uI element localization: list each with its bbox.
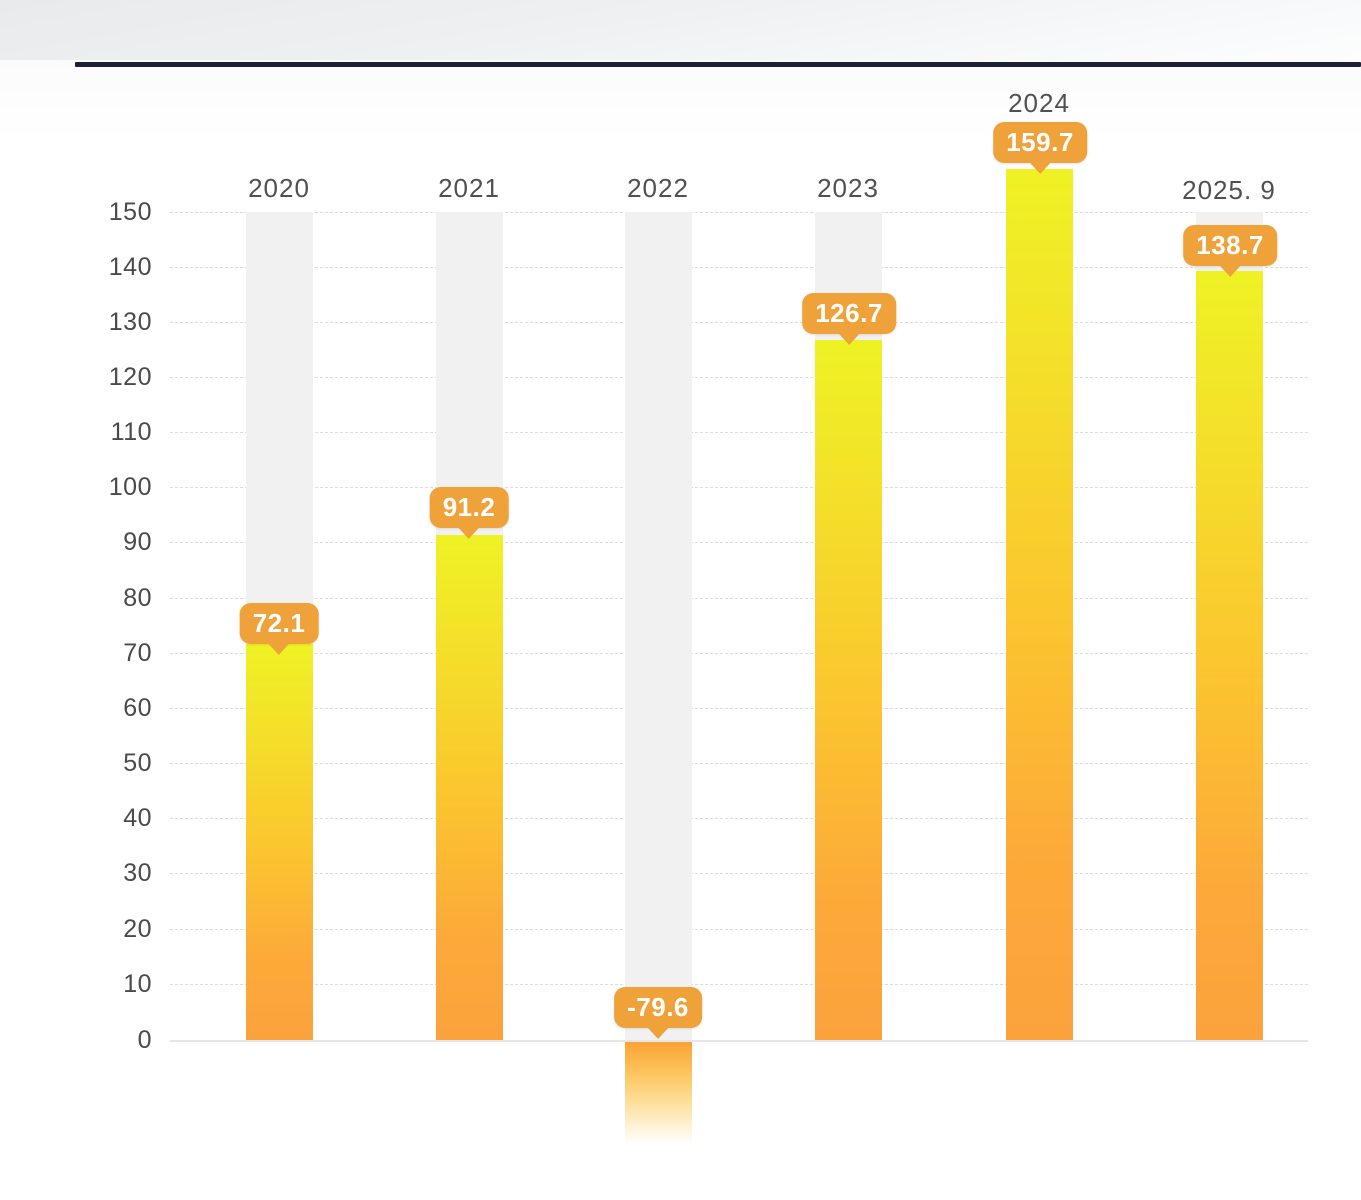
y-tick-40: 40 xyxy=(123,804,152,832)
bar-2021[interactable] xyxy=(436,535,503,1040)
gridline-110 xyxy=(170,432,1308,433)
value-bubble-2021: 91.2 xyxy=(429,487,509,539)
category-label-2020: 2020 xyxy=(248,173,310,203)
value-bubble-2024: 159.7 xyxy=(993,122,1087,174)
gridline-120 xyxy=(170,377,1308,378)
gridline-70 xyxy=(170,653,1308,654)
bar-2020[interactable] xyxy=(246,644,313,1040)
gridline-140 xyxy=(170,267,1308,268)
gridline-60 xyxy=(170,708,1308,709)
gridline-90 xyxy=(170,542,1308,543)
y-tick-150: 150 xyxy=(108,198,152,226)
category-label-2025: 2025. 9 xyxy=(1182,175,1276,205)
category-label-2023: 2023 xyxy=(817,173,879,203)
gridline-150 xyxy=(170,212,1308,213)
gridline-10 xyxy=(170,984,1308,985)
value-bubble-2022: -79.6 xyxy=(614,987,702,1039)
y-tick-130: 130 xyxy=(108,308,152,336)
y-tick-140: 140 xyxy=(108,253,152,281)
y-tick-60: 60 xyxy=(123,694,152,722)
category-label-2024: 2024 xyxy=(1008,88,1070,118)
gridline-40 xyxy=(170,818,1308,819)
y-tick-30: 30 xyxy=(123,859,152,887)
y-tick-70: 70 xyxy=(123,639,152,667)
value-bubble-2023: 126.7 xyxy=(802,293,896,345)
y-tick-90: 90 xyxy=(123,528,152,556)
bar-2025[interactable] xyxy=(1196,271,1263,1040)
y-tick-80: 80 xyxy=(123,584,152,612)
y-tick-20: 20 xyxy=(123,915,152,943)
category-label-2021: 2021 xyxy=(438,173,500,203)
y-tick-100: 100 xyxy=(108,473,152,501)
y-tick-120: 120 xyxy=(108,363,152,391)
header-divider-rule xyxy=(75,62,1361,67)
gridline-100 xyxy=(170,487,1308,488)
y-tick-50: 50 xyxy=(123,749,152,777)
value-bubble-2025: 138.7 xyxy=(1183,225,1277,277)
gridline-50 xyxy=(170,763,1308,764)
gridline-30 xyxy=(170,873,1308,874)
axis-zero-line xyxy=(170,1040,1308,1042)
gridline-80 xyxy=(170,598,1308,599)
gridline-130 xyxy=(170,322,1308,323)
y-tick-10: 10 xyxy=(123,970,152,998)
bar-track-2022 xyxy=(625,212,692,1040)
top-background-fade xyxy=(0,60,1361,140)
gridline-20 xyxy=(170,929,1308,930)
y-tick-0: 0 xyxy=(137,1026,152,1054)
value-bubble-2020: 72.1 xyxy=(239,603,319,655)
bar-2022[interactable] xyxy=(625,1042,692,1145)
y-tick-110: 110 xyxy=(110,418,152,446)
bar-2024[interactable] xyxy=(1006,169,1073,1040)
bar-2023[interactable] xyxy=(815,340,882,1040)
category-label-2022: 2022 xyxy=(627,173,689,203)
